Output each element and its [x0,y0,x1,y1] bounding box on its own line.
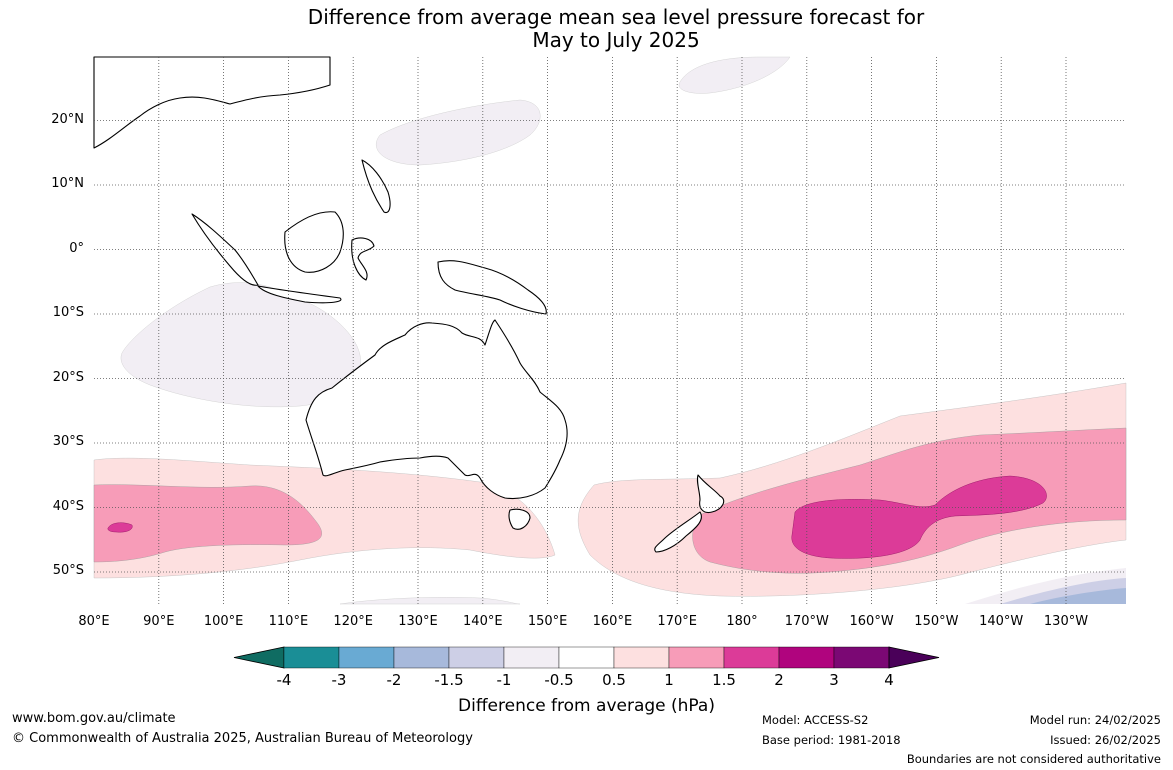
colorbar-segment [503,646,560,669]
latitude-label: 40°S [52,498,84,514]
negative-anomaly-southeast [1030,588,1126,604]
latitude-label: 20°N [51,111,84,127]
new-zealand-north-island [696,474,725,514]
map-title-line2: May to July 2025 [532,28,700,52]
colorbar-tick-label: -3 [331,671,347,689]
colorbar-segment [283,646,340,669]
colorbar-segment [558,646,615,669]
colorbar-tick-label: 3 [829,671,839,689]
disclaimer-text: Boundaries are not considered authoritat… [906,752,1161,766]
colorbar-tick-label: -1 [496,671,512,689]
latitude-label: 50°S [52,563,84,578]
longitude-label: 100°E [203,614,244,629]
colorbar-tick-label: 4 [884,671,894,689]
philippines-coastline [361,159,391,214]
new-zealand-south-island [654,511,702,553]
latitude-label: 10°N [51,176,84,191]
map-title-line1: Difference from average mean sea level p… [307,5,925,29]
anomaly-fills [93,56,1127,605]
colorbar-label: Difference from average (hPa) [458,696,715,716]
colorbar-tick-label: 1 [664,671,674,689]
longitude-label: 140°E [463,614,503,629]
tasmania-coastline [508,508,531,530]
colorbar-segment [833,646,890,669]
weak-negative-anomaly-indian-ocean [120,282,361,408]
colorbar-tick-label: -4 [276,671,292,689]
colorbar-tick-label: -0.5 [544,671,574,689]
model-text: Model: ACCESS-S2 [762,713,869,727]
colorbar-tick-label: 1.5 [712,671,736,689]
positive-anomaly-indian-ocean [93,484,322,563]
mainland-asia-coastline [93,56,331,149]
model-run-text: Model run: 24/02/2025 [1029,713,1161,727]
colorbar-tick-label: -1.5 [434,671,464,689]
colorbar-segment [613,646,670,669]
weak-negative-anomaly-philippine-sea [375,99,541,166]
positive-anomaly-pacific [692,427,1127,574]
java-coastline [257,285,342,304]
longitude-label: 130°W [1043,614,1089,629]
longitude-label: 180° [726,614,758,629]
new-guinea-coastline [437,260,547,315]
colorbar [233,646,940,669]
coastlines [93,56,725,553]
colorbar-extend-low [233,646,285,669]
latitude-label: 0° [69,240,84,256]
longitude-label: 120°E [333,614,373,629]
colorbar-segment [723,646,780,669]
colorbar-segment [338,646,395,669]
longitude-label: 110°E [268,614,309,629]
graticule [94,57,1126,604]
borneo-coastline [284,211,344,273]
longitude-label: 170°E [657,614,697,629]
longitude-label: 170°W [784,614,829,629]
colorbar-tick-label: -2 [386,671,402,689]
sumatra-coastline [191,213,259,286]
colorbar-tick-label: 2 [774,671,784,689]
longitude-label: 150°W [914,614,959,629]
latitude-label: 10°S [52,305,84,320]
strong-positive-anomaly-indian-ocean [107,522,133,533]
longitude-label: 90°E [143,614,175,629]
base-period-text: Base period: 1981-2018 [762,733,901,747]
longitude-label: 150°E [527,614,568,629]
longitude-label: 80°E [78,614,110,629]
sulawesi-coastline [351,237,375,281]
weak-negative-anomaly-south [339,597,521,605]
colorbar-tick-label: 0.5 [602,671,626,689]
weak-negative-anomaly-north-pacific [678,56,791,94]
colorbar-extend-high [888,646,940,669]
colorbar-segment [448,646,505,669]
colorbar-segment [778,646,835,669]
issued-text: Issued: 26/02/2025 [1050,733,1161,747]
longitude-label: 130°E [398,614,438,629]
longitude-label: 160°E [592,614,633,629]
website-text: www.bom.gov.au/climate [12,711,176,726]
latitude-label: 30°S [52,434,84,449]
australia-coastline [305,319,568,500]
latitude-label: 20°S [52,369,84,385]
longitude-label: 160°W [849,614,894,629]
strong-positive-anomaly-pacific [791,475,1047,559]
copyright-text: © Commonwealth of Australia 2025, Austra… [12,731,473,746]
longitude-label: 140°W [979,614,1024,629]
colorbar-segment [668,646,725,669]
colorbar-segment [393,646,450,669]
